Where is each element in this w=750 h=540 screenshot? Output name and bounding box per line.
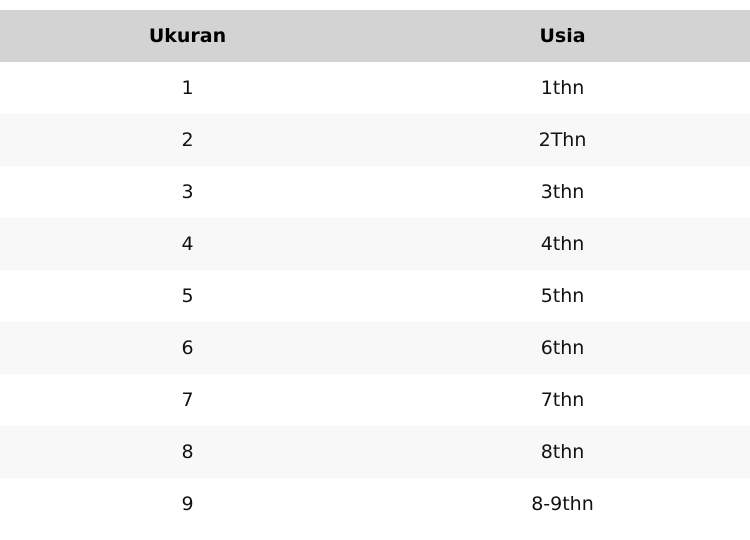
cell-ukuran: 8 — [0, 426, 375, 478]
cell-usia: 7thn — [540, 389, 585, 411]
size-table: Ukuran Usia 1 1thn 2 2Thn 3 3thn 4 4thn 5 5thn 6 6t… — [0, 10, 750, 530]
table-row: 2 2Thn — [0, 114, 750, 166]
cell-ukuran: 4 — [0, 218, 375, 270]
cell-ukuran: 9 — [181, 493, 194, 515]
cell-usia: 8thn — [375, 426, 750, 478]
table-row: 1 1thn — [0, 62, 750, 114]
cell-ukuran: 5 — [181, 285, 194, 307]
table-header-row: Ukuran Usia — [0, 10, 750, 62]
cell-ukuran: 2 — [0, 114, 375, 166]
cell-usia: 1thn — [540, 77, 585, 99]
table-row: 4 4thn — [0, 218, 750, 270]
header-usia: Usia — [375, 10, 750, 62]
table-row: 7 7thn — [0, 374, 750, 426]
cell-usia: 8-9thn — [531, 493, 594, 515]
cell-ukuran: 1 — [181, 77, 194, 99]
cell-usia: 3thn — [540, 181, 585, 203]
table-row: 8 8thn — [0, 426, 750, 478]
header-ukuran: Ukuran — [0, 10, 375, 62]
cell-ukuran: 3 — [181, 181, 194, 203]
cell-usia: 2Thn — [375, 114, 750, 166]
table-row: 3 3thn — [0, 166, 750, 218]
cell-usia: 4thn — [375, 218, 750, 270]
cell-usia: 5thn — [540, 285, 585, 307]
cell-ukuran: 6 — [0, 322, 375, 374]
table-row: 5 5thn — [0, 270, 750, 322]
cell-usia: 6thn — [375, 322, 750, 374]
cell-ukuran: 7 — [181, 389, 194, 411]
table-row: 9 8-9thn — [0, 478, 750, 530]
table-row: 6 6thn — [0, 322, 750, 374]
